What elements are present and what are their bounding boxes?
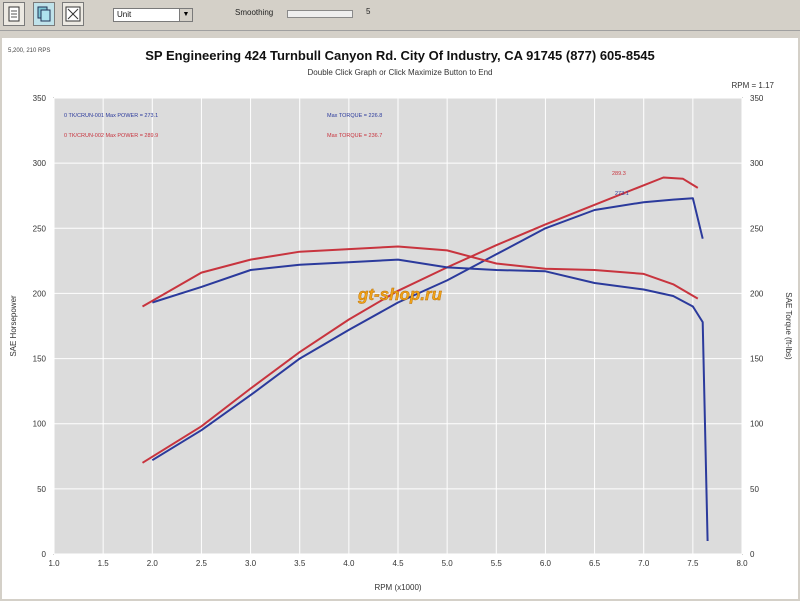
legend-run2-power: 0 TK/CRUN-002 Max POWER = 289.9	[64, 133, 158, 139]
legend-run2-torque: Max TORQUE = 236.7	[327, 133, 382, 139]
x-axis-label: RPM (x1000)	[374, 583, 421, 592]
print-icon[interactable]	[3, 2, 25, 26]
y-tick-label-left: 100	[33, 420, 47, 429]
chart-title: SP Engineering 424 Turnbull Canyon Rd. C…	[145, 48, 655, 63]
y-tick-label-left: 50	[37, 485, 46, 494]
y-axis-left: 0 50 100 150 200 250 300 350	[33, 94, 47, 559]
series-line-blue-power	[151, 197, 704, 462]
x-tick-label: 4.5	[392, 559, 404, 568]
peak-label-blue: 273.1	[615, 191, 629, 197]
x-tick-label: 7.0	[638, 559, 650, 568]
y-tick-label-right: 100	[750, 420, 764, 429]
x-tick-label: 5.5	[491, 559, 503, 568]
grid	[53, 97, 743, 555]
smoothing-value: 5	[366, 7, 371, 16]
y-tick-label-left: 350	[33, 94, 47, 103]
unit-select-value: Unit	[117, 10, 132, 19]
chart-subtitle: Double Click Graph or Click Maximize But…	[308, 68, 493, 77]
x-tick-label: 4.0	[343, 559, 355, 568]
legend-run1-torque: Max TORQUE = 226.8	[327, 113, 382, 119]
x-tick-label: 5.0	[442, 559, 454, 568]
y-tick-label-right: 300	[750, 159, 764, 168]
watermark-logo: gt-shop.ru	[357, 285, 443, 304]
header-info: 5,200, 210 RPS	[8, 48, 50, 54]
x-tick-label: 1.5	[98, 559, 110, 568]
x-tick-label: 3.5	[294, 559, 306, 568]
y-tick-label-left: 0	[42, 550, 47, 559]
x-tick-label: 2.0	[147, 559, 159, 568]
x-tick-label: 6.5	[589, 559, 601, 568]
peak-label-red: 289.3	[612, 171, 626, 177]
dyno-chart: 5,200, 210 RPS SP Engineering 424 Turnbu…	[8, 48, 793, 592]
x-tick-label: 8.0	[736, 559, 748, 568]
y-tick-label-right: 350	[750, 94, 764, 103]
y-tick-label-left: 200	[33, 289, 47, 298]
chart-panel[interactable]: 5,200, 210 RPS SP Engineering 424 Turnbu…	[2, 38, 798, 599]
y-tick-label-right: 250	[750, 224, 764, 233]
x-tick-label: 3.0	[245, 559, 257, 568]
smoothing-slider[interactable]	[287, 10, 353, 18]
x-axis: 1.0 1.5 2.0 2.5 3.0 3.5 4.0 4.5 5.0 5.5 6.0 6.5 7.0 7…	[48, 559, 748, 568]
ratio-label: RPM = 1.17	[732, 81, 775, 90]
smoothing-label: Smoothing	[235, 8, 274, 17]
chevron-down-icon[interactable]: ▼	[179, 9, 192, 21]
y-tick-label-right: 150	[750, 355, 764, 364]
legend: 0 TK/CRUN-001 Max POWER = 273.1 Max TORQ…	[64, 113, 382, 139]
unit-select[interactable]: Unit ▼	[113, 8, 193, 22]
toolbar: Unit ▼ Smoothing 5	[0, 0, 800, 31]
series-layer	[141, 176, 709, 542]
series-line-blue-torque	[151, 258, 709, 542]
x-tick-label: 1.0	[48, 559, 60, 568]
y-axis-label-right: SAE Torque (ft-lbs)	[784, 292, 793, 360]
y-tick-label-left: 150	[33, 355, 47, 364]
y-tick-label-right: 0	[750, 550, 755, 559]
series-line-red-torque	[142, 245, 699, 308]
y-tick-label-left: 300	[33, 159, 47, 168]
y-tick-label-left: 250	[33, 224, 47, 233]
zoom-icon[interactable]	[62, 2, 84, 26]
y-tick-label-right: 200	[750, 289, 764, 298]
x-tick-label: 6.0	[540, 559, 552, 568]
y-tick-label-right: 50	[750, 485, 759, 494]
copy-icon[interactable]	[33, 2, 55, 26]
y-axis-label-left: SAE Horsepower	[9, 295, 18, 357]
legend-run1-power: 0 TK/CRUN-001 Max POWER = 273.1	[64, 113, 158, 119]
x-tick-label: 7.5	[687, 559, 699, 568]
y-axis-right: 0 50 100 150 200 250 300 350	[750, 94, 764, 559]
x-tick-label: 2.5	[196, 559, 208, 568]
